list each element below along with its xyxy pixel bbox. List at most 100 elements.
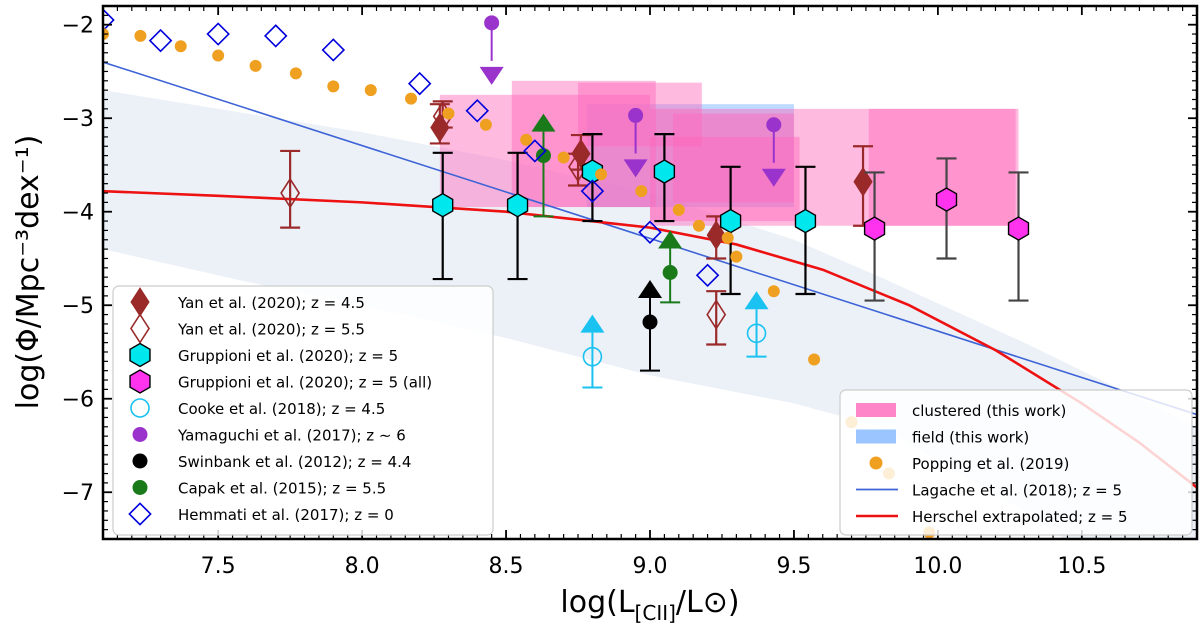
point-popping-9-17 [721, 231, 734, 244]
series-capak-7 [531, 113, 683, 304]
point-gruppioni-2-1 [506, 192, 529, 218]
legend-left-marker-4 [130, 398, 150, 418]
legend-left-label-2: Gruppioni et al. (2020); z = 5 [178, 347, 398, 365]
y-tick-label: −3 [62, 107, 94, 132]
legend-left-marker-7 [132, 480, 148, 495]
x-tick-label: 8.5 [489, 554, 524, 579]
series-gruppioni-2 [432, 133, 817, 296]
point-gruppioni-2-5 [794, 208, 817, 234]
legend-right-label-0: clustered (this work) [912, 402, 1066, 420]
point-gruppioni_all-3-1 [935, 187, 958, 212]
point-gruppioni-2-3 [653, 159, 676, 184]
point-yan-1-2 [568, 151, 588, 183]
point-popping-9-18 [730, 250, 743, 263]
point-popping-9-11 [520, 133, 533, 146]
y-tick-label: −5 [62, 294, 94, 319]
legend-right-marker-popping [869, 456, 883, 470]
point-hemmati-8-7 [523, 139, 547, 163]
legend-left-label-3: Gruppioni et al. (2020); z = 5 (all) [178, 374, 432, 392]
point-popping-9-13 [595, 168, 608, 181]
point-cooke-4-1 [746, 323, 767, 344]
y-tick-label: −4 [62, 201, 94, 226]
legend-left-label-0: Yan et al. (2020); z = 4.5 [177, 294, 365, 312]
legend-right-frame [839, 389, 1193, 536]
point-yamaguchi-5-2 [766, 117, 782, 133]
point-yamaguchi-5-0-arrow [479, 66, 504, 85]
legend-left-label-4: Cooke et al. (2018); z = 4.5 [178, 400, 385, 418]
legend-left-marker-2 [129, 342, 151, 368]
legend-right: clustered (this work) field (this work) Po… [839, 389, 1193, 536]
point-popping-9-1 [134, 29, 147, 42]
point-yamaguchi-5-1 [628, 107, 644, 123]
x-axis-label: log(L[CII]/L⊙) [560, 585, 739, 625]
point-popping-9-19 [767, 285, 780, 298]
point-capak-7-0-arrow [531, 113, 556, 132]
point-yamaguchi-5-0 [484, 15, 500, 31]
field-box-0 [586, 104, 794, 208]
x-tick-label: 9.0 [633, 554, 668, 579]
point-popping-9-15 [672, 203, 685, 216]
legend-left-label-8: Hemmati et al. (2017); z = 0 [178, 506, 394, 524]
legend-right-label-2: Popping et al. (2019) [912, 455, 1069, 473]
legend-left-label-5: Yamaguchi et al. (2017); z ∼ 6 [177, 427, 406, 445]
point-cooke-4-1-arrow [744, 291, 769, 310]
point-popping-9-10 [479, 118, 492, 131]
legend-right-swatch-field [856, 429, 896, 444]
point-gruppioni_all-3-0 [863, 216, 886, 241]
legend-right-swatch-clustered [856, 403, 896, 417]
point-yan-0-3 [853, 166, 873, 197]
point-hemmati-8-3 [263, 24, 288, 48]
point-cooke-4-0 [582, 346, 603, 367]
point-swinbank-6-0-arrow [638, 280, 662, 299]
point-hemmati-8-6 [465, 98, 490, 123]
legend-right-label-3: Lagache et al. (2018); z = 5 [912, 482, 1122, 500]
point-yan-1-3 [706, 299, 727, 331]
y-tick-label: −2 [62, 14, 94, 39]
y-tick-label: −6 [62, 388, 94, 413]
series-swinbank-6 [638, 280, 662, 372]
y-axis-label: log(Φ/Mpc⁻³dex⁻¹) [11, 135, 46, 410]
point-hemmati-8-10 [695, 263, 720, 288]
point-swinbank-6-0 [642, 314, 658, 330]
point-popping-9-16 [692, 219, 705, 232]
legend-left-marker-1 [130, 313, 150, 344]
legend-left: Yan et al. (2020); z = 4.5 Yan et al. (20… [112, 285, 494, 536]
point-popping-9-20 [808, 353, 821, 366]
clustered-box-7 [946, 108, 1019, 226]
x-tick-label: 7.5 [201, 554, 236, 579]
legend-left-marker-3 [129, 369, 151, 394]
point-popping-9-6 [327, 80, 340, 93]
legend-left-frame [112, 285, 494, 536]
series-cooke-4 [580, 291, 769, 389]
legend-left-marker-0 [130, 287, 150, 317]
point-hemmati-8-1 [148, 28, 173, 53]
y-tick-label: −7 [62, 481, 94, 506]
legend-left-label-1: Yan et al. (2020); z = 5.5 [177, 321, 365, 339]
point-popping-9-7 [364, 84, 377, 97]
x-axis-label-end: /L⊙) [676, 585, 740, 620]
point-hemmati-8-9 [638, 220, 662, 245]
point-popping-9-14 [635, 185, 648, 198]
legend-right-label-4: Herschel extrapolated; z = 5 [912, 508, 1128, 526]
point-hemmati-8-4 [321, 38, 346, 62]
point-gruppioni-2-0 [432, 192, 454, 218]
legend-left-label-7: Capak et al. (2015); z = 5.5 [178, 480, 386, 498]
point-yan-0-2 [706, 220, 726, 251]
point-yan-1-0 [280, 177, 301, 209]
x-tick-label: 9.5 [776, 554, 811, 579]
point-popping-9-8 [405, 92, 418, 105]
legend-left-marker-6 [132, 453, 148, 469]
point-gruppioni-2-4 [719, 208, 742, 234]
point-yamaguchi-5-2-arrow [761, 168, 786, 187]
x-tick-label: 8.0 [345, 554, 380, 579]
point-cooke-4-0-arrow [580, 314, 605, 333]
point-hemmati-8-8 [580, 179, 605, 203]
point-yamaguchi-5-1-arrow [623, 159, 648, 178]
lagache-model-line [103, 61, 1197, 416]
x-axis-label-main: log(L [560, 585, 634, 620]
point-popping-9-12 [557, 151, 570, 164]
point-popping-9-2 [174, 40, 187, 53]
point-popping-9-4 [249, 59, 262, 72]
point-popping-9-5 [289, 67, 302, 80]
legend-left-marker-8 [128, 502, 152, 526]
